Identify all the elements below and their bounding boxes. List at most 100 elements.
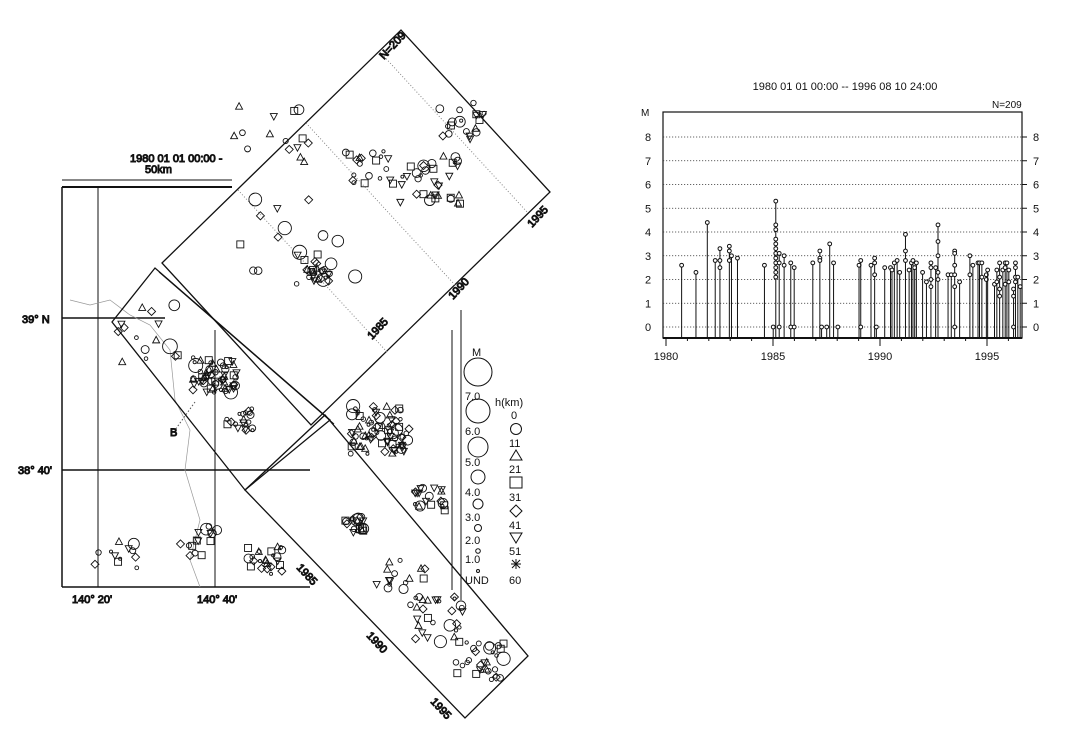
epicenter-circle <box>427 158 437 169</box>
epicenter-triangle <box>265 129 275 138</box>
event-point <box>729 253 734 259</box>
epicenter-circle <box>437 599 442 604</box>
epicenter-diamond <box>229 380 239 390</box>
epicenter-circle <box>445 130 453 138</box>
epicenter-diamond <box>397 432 407 442</box>
epicenter-inverted-triangle <box>453 162 462 171</box>
epicenter-inverted-triangle <box>273 205 282 214</box>
epicenter-diamond <box>262 564 272 574</box>
epicenter-triangle <box>117 357 127 366</box>
epicenter-circle <box>346 408 358 421</box>
epicenter-triangle <box>454 190 464 199</box>
epicenter-triangle <box>234 101 244 110</box>
epicenter-circle <box>397 406 404 414</box>
event-point <box>788 260 794 266</box>
epicenter-inverted-triangle <box>383 155 393 164</box>
epicenter-diamond <box>418 604 428 614</box>
event-point <box>913 260 919 266</box>
event-point <box>994 279 1000 285</box>
y-tick-label-right: 8 <box>1033 132 1039 144</box>
epicenter-inverted-triangle <box>431 596 440 605</box>
epicenter-square <box>455 637 464 646</box>
legend-magnitude-title: M <box>472 347 481 359</box>
epicenter-diamond <box>380 447 390 457</box>
event-point <box>967 253 973 259</box>
epicenter-circle <box>224 416 230 422</box>
epicenter-circle <box>391 570 398 577</box>
epicenter-diamond <box>303 138 313 148</box>
event-point <box>858 258 864 263</box>
epicenter-circle <box>421 166 430 175</box>
epicenter-diamond <box>367 432 377 443</box>
epicenter-diamond <box>217 375 227 385</box>
epicenter-circle <box>205 523 213 530</box>
event-point <box>810 260 816 266</box>
epicenter-circle <box>472 128 481 137</box>
magnitude-time-chart: 1980 01 01 00:00 -- 1996 08 10 24:00 N=2… <box>641 81 1039 363</box>
epicenter-square <box>223 420 232 429</box>
epicenter-circle <box>381 149 386 154</box>
epicenter-inverted-triangle <box>372 580 381 589</box>
y-tick-label-right: 6 <box>1033 180 1039 192</box>
y-tick-label-left: 3 <box>645 251 651 263</box>
epicenter-diamond <box>410 634 421 644</box>
epicenter-diamond <box>390 405 400 415</box>
epicenter-circle <box>190 355 196 360</box>
event-point <box>952 272 958 278</box>
epicenter-triangle <box>296 152 305 161</box>
epicenter-circle <box>207 377 216 386</box>
epicenter-circle <box>360 416 366 422</box>
y-tick-label-right: 3 <box>1033 251 1039 263</box>
epicenter-circle <box>292 244 308 260</box>
event-point <box>952 284 958 290</box>
event-point <box>920 269 925 275</box>
epicenter-circle <box>249 266 258 275</box>
epicenter-circle <box>348 269 363 284</box>
event-point <box>952 250 958 256</box>
event-point <box>1013 260 1018 266</box>
epicenter-diamond <box>130 552 141 562</box>
epicenter-circle <box>192 360 197 365</box>
event-point <box>776 324 782 330</box>
event-point <box>957 279 963 285</box>
legend-m-6: 6.0 <box>465 426 480 438</box>
epicenter-circle <box>350 525 358 533</box>
epicenter-square <box>440 506 449 515</box>
y-tick-label-left: 4 <box>645 227 651 239</box>
epicenter-circle <box>414 500 426 512</box>
epicenter-inverted-triangle <box>472 111 481 120</box>
event-point <box>952 324 958 330</box>
event-point <box>872 272 878 278</box>
event-point <box>791 324 797 330</box>
event-point <box>906 267 912 273</box>
epicenter-square <box>341 516 350 525</box>
epicenter-diamond <box>436 496 446 506</box>
y-tick-label-right: 0 <box>1033 322 1039 334</box>
middle-box-year-1985: 1985 <box>365 316 390 342</box>
epicenter-inverted-triangle <box>269 113 279 121</box>
epicenter-circle <box>95 549 102 556</box>
event-point <box>773 265 779 271</box>
event-point <box>997 274 1003 280</box>
epicenter-symbols <box>90 99 511 683</box>
epicenter-circle <box>127 537 140 550</box>
epicenter-circle <box>459 604 465 611</box>
epicenter-circle <box>168 299 181 312</box>
epicenter-circle <box>253 266 263 275</box>
epicenter-diamond <box>449 592 460 602</box>
event-point <box>1006 279 1012 285</box>
event-point <box>726 248 732 254</box>
epicenter-inverted-triangle <box>154 320 163 329</box>
epicenter-triangle <box>482 657 492 666</box>
lower-box-year-1985: 1985 <box>294 562 319 588</box>
epicenter-square <box>372 156 381 165</box>
event-point <box>831 260 836 266</box>
epicenter-triangle <box>356 441 366 450</box>
epicenter-circle <box>430 619 436 626</box>
epicenter-square <box>360 179 369 188</box>
legend-m-2: 2.0 <box>465 535 480 547</box>
epicenter-circle <box>248 424 257 433</box>
epicenter-circle <box>450 152 461 163</box>
epicenter-triangle <box>385 557 394 566</box>
epicenter-diamond <box>249 556 259 566</box>
